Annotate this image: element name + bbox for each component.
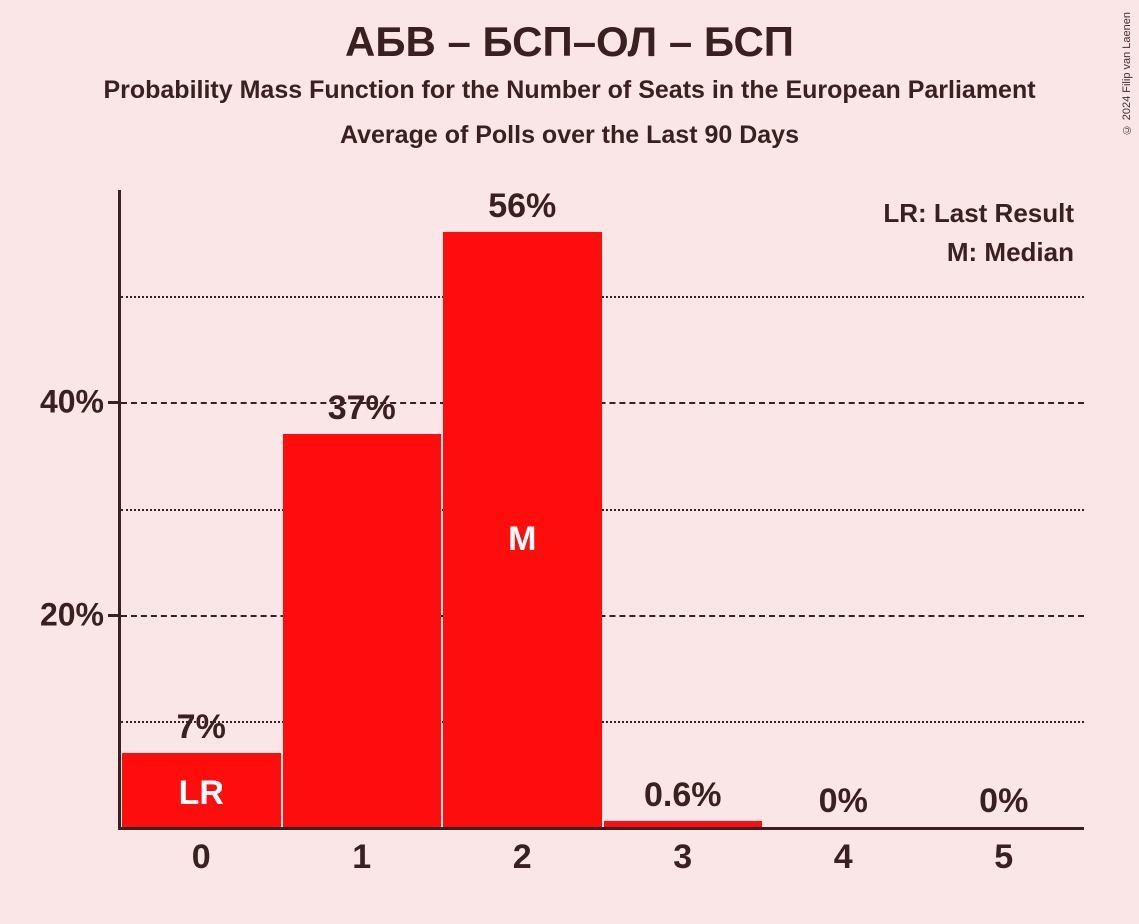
- bar-value-label: 7%: [121, 708, 282, 747]
- legend-m: M: Median: [883, 237, 1074, 268]
- x-axis-label: 4: [763, 838, 924, 877]
- y-axis-label: 20%: [40, 596, 104, 633]
- pmf-bar-chart: 40%20% 7%LR37%56%M0.6%0%0% 012345 LR: La…: [118, 190, 1084, 830]
- x-axis: [118, 827, 1084, 830]
- bar-inner-label: LR: [121, 774, 282, 813]
- x-axis-label: 2: [442, 838, 603, 877]
- bar-value-label: 37%: [282, 389, 443, 428]
- chart-subtitle-1: Probability Mass Function for the Number…: [0, 66, 1139, 105]
- x-axis-label: 5: [924, 838, 1085, 877]
- bar-value-label: 0%: [763, 782, 924, 821]
- x-axis-label: 0: [121, 838, 282, 877]
- bar-value-label: 0.6%: [603, 776, 764, 815]
- x-axis-label: 1: [282, 838, 443, 877]
- x-axis-label: 3: [603, 838, 764, 877]
- bar-inner-label: M: [442, 520, 603, 559]
- bar-column: 56% M: [442, 190, 603, 827]
- bars-container: 7%LR37%56%M0.6%0%0%: [121, 190, 1084, 827]
- y-tick: [108, 401, 118, 404]
- chart-subtitle-2: Average of Polls over the Last 90 Days: [0, 105, 1139, 150]
- bar-column: 37%: [282, 190, 443, 827]
- bar-column: 0.6%: [603, 190, 764, 827]
- chart-title: АБВ – БСП–ОЛ – БСП: [0, 0, 1139, 66]
- bar-value-label: 56%: [442, 187, 603, 226]
- legend-lr: LR: Last Result: [883, 198, 1074, 229]
- copyright-text: © 2024 Filip van Laenen: [1121, 12, 1133, 135]
- y-tick: [108, 614, 118, 617]
- legend: LR: Last Result M: Median: [883, 198, 1074, 276]
- bar: [604, 821, 763, 827]
- bar-column: 0%: [763, 190, 924, 827]
- y-axis-label: 40%: [40, 384, 104, 421]
- bar-column: 0%: [924, 190, 1085, 827]
- bar-value-label: 0%: [924, 782, 1085, 821]
- x-labels: 012345: [121, 838, 1084, 877]
- bar: [283, 434, 442, 827]
- bar-column: 7% LR: [121, 190, 282, 827]
